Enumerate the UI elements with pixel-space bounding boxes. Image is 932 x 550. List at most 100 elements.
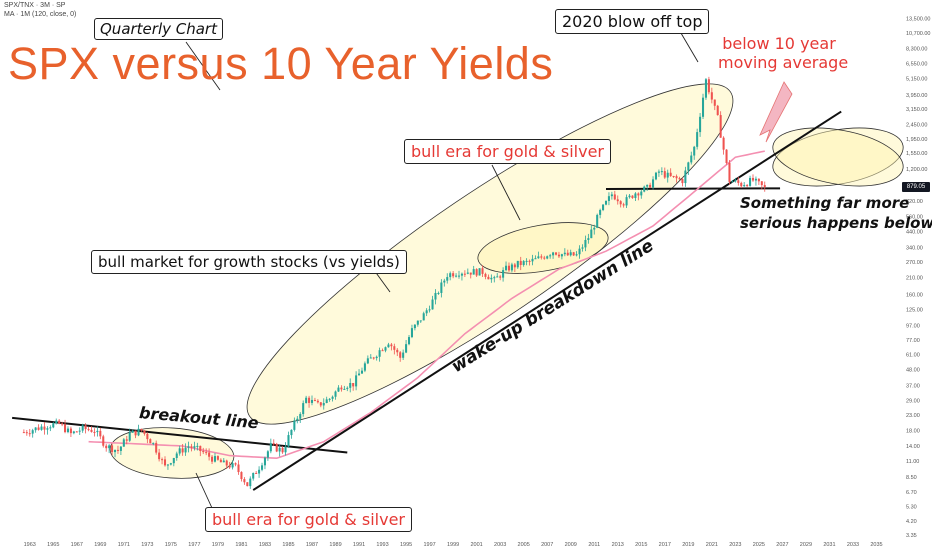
candle-body [31, 430, 34, 434]
candle-body [337, 387, 340, 392]
candle-body [216, 456, 219, 460]
candle-body [405, 344, 408, 353]
x-tick-label: 2029 [800, 542, 812, 548]
candle-body [193, 446, 196, 448]
candle-body [266, 451, 269, 458]
y-tick-label: 23.00 [906, 413, 920, 419]
candle-body [704, 79, 707, 98]
candle-body [731, 181, 734, 183]
candle-body [428, 309, 431, 311]
candle-body [281, 447, 284, 453]
candle-body [678, 178, 681, 180]
candle-body [43, 426, 46, 430]
candle-body [572, 252, 575, 256]
candle-body [166, 464, 169, 466]
candle-body [646, 184, 649, 187]
y-tick-label: 8,300.00 [906, 47, 927, 53]
candle-body [246, 482, 249, 487]
candle-body [116, 449, 119, 451]
y-tick-label: 2,450.00 [906, 123, 927, 129]
y-tick-label: 48.00 [906, 367, 920, 373]
candle-body [28, 433, 31, 435]
candle-body [199, 445, 202, 452]
candle-body [25, 432, 28, 434]
growth-bull-label: bull market for growth stocks (vs yields… [91, 250, 407, 274]
candle-body [513, 264, 516, 268]
candle-body [366, 358, 369, 364]
x-tick-label: 2027 [776, 542, 788, 548]
candle-body [634, 193, 637, 199]
x-tick-label: 1983 [259, 542, 271, 548]
candle-body [211, 456, 214, 462]
candle-body [675, 176, 678, 179]
candle-body [475, 269, 478, 276]
candle-body [137, 428, 140, 436]
candle-body [463, 273, 466, 275]
candle-body [649, 184, 652, 188]
candle-body [660, 171, 663, 173]
y-tick-label: 1,200.00 [906, 167, 927, 173]
x-tick-label: 1997 [423, 542, 435, 548]
candle-body [534, 258, 537, 260]
gold-era-lower-ellipse [109, 427, 235, 479]
candle-body [590, 229, 593, 239]
candle-body [225, 460, 228, 466]
candle-body [663, 171, 666, 178]
candle-body [593, 227, 596, 230]
y-tick-label: 6,550.00 [906, 61, 927, 67]
candle-body [158, 452, 161, 460]
candle-body [90, 429, 93, 432]
candle-body [566, 252, 569, 256]
candle-body [102, 436, 105, 446]
candle-body [637, 193, 640, 196]
candle-body [584, 239, 587, 248]
candle-body [710, 92, 713, 100]
candle-body [369, 357, 372, 359]
candle-body [234, 463, 237, 465]
candle-body [328, 398, 331, 400]
x-tick-label: 2005 [518, 542, 530, 548]
x-tick-label: 1977 [188, 542, 200, 548]
candle-body [202, 451, 205, 453]
x-tick-label: 2011 [588, 542, 600, 548]
candle-body [743, 185, 746, 187]
candle-body [260, 465, 264, 470]
below-ma-arrow [759, 81, 793, 143]
x-tick-label: 2021 [706, 542, 718, 548]
candle-body [122, 439, 125, 447]
candle-body [293, 420, 296, 430]
candle-body [64, 424, 67, 433]
candle-body [58, 420, 61, 424]
candle-body [563, 252, 566, 255]
candle-body [760, 181, 763, 186]
candle-body [140, 428, 143, 431]
candle-body [496, 276, 499, 278]
y-tick-label: 125.00 [906, 308, 923, 314]
x-tick-label: 1981 [235, 542, 247, 548]
below-ma-line-2: moving average [718, 53, 849, 72]
candle-body [290, 429, 293, 436]
future-ellipse-a [772, 127, 904, 187]
candle-body [616, 199, 619, 202]
y-tick-label: 11.00 [906, 459, 919, 465]
candle-body [716, 105, 719, 116]
candle-body [543, 257, 546, 259]
candle-body [546, 256, 549, 259]
candle-body [319, 402, 322, 406]
serious-label: Something far more serious happens below… [740, 193, 932, 233]
candle-body [340, 387, 343, 390]
candle-body [490, 277, 493, 280]
candle-body [316, 400, 319, 403]
candle-body [751, 177, 755, 181]
candle-body [322, 402, 325, 406]
x-tick-label: 1963 [24, 542, 36, 548]
candle-body [343, 388, 346, 390]
gold-era-lower-label: bull era for gold & silver [205, 507, 412, 532]
candle-body [749, 177, 752, 186]
candle-body [34, 427, 37, 431]
candle-body [310, 399, 314, 403]
x-tick-label: 1969 [94, 542, 106, 548]
candle-body [690, 155, 693, 163]
x-tick-label: 2019 [682, 542, 694, 548]
